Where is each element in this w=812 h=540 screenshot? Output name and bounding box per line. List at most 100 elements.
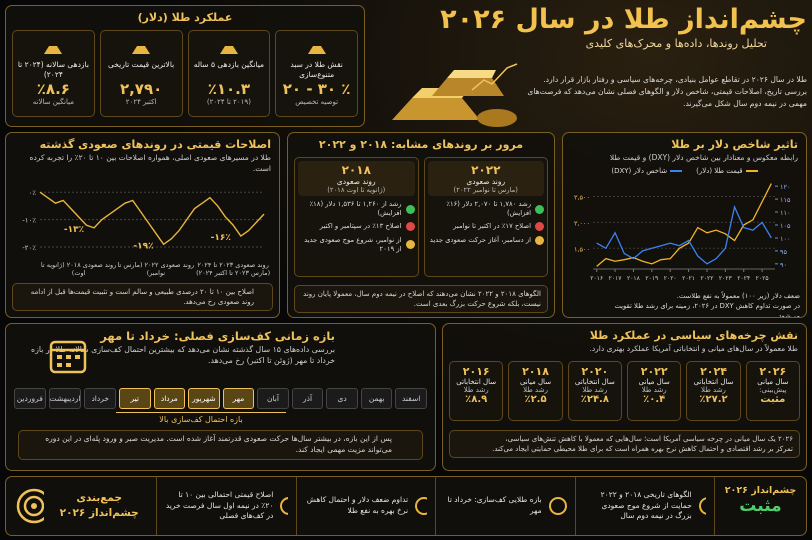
chart-note: اصلاح بین ۱۰ تا ۲۰ درصدی طبیعی و سالم اس… bbox=[12, 283, 273, 312]
cycle-type: سال میانی bbox=[757, 377, 789, 386]
header: چشم‌انداز طلا در سال ۲۰۲۶ تحلیل روندها، … bbox=[372, 4, 807, 128]
y2-tick-label: ۱۱۵ bbox=[780, 196, 791, 204]
line bbox=[39, 191, 265, 246]
cycle-label: پیش‌بینی: bbox=[759, 385, 787, 394]
x-tick-label: ۲۰۲۴ bbox=[737, 275, 750, 282]
cycle-type: سال انتخاباتی bbox=[456, 377, 497, 386]
stat-note: میانگین سالانه bbox=[32, 98, 74, 106]
main-title: چشم‌انداز طلا در سال ۲۰۲۶ bbox=[440, 4, 807, 35]
series-line bbox=[596, 204, 772, 265]
corrections-panel: اصلاحات قیمتی در روندهای صعودی گذشته طلا… bbox=[5, 132, 280, 318]
icon-shape bbox=[698, 497, 706, 515]
month: مهر bbox=[222, 388, 255, 409]
item-text: رشد ۱,۷۸۰ تا ۲,۰۷۰ دلار (۱۶٪ افزایش) bbox=[446, 200, 531, 218]
target-icon bbox=[16, 488, 45, 524]
item-icon bbox=[535, 235, 544, 245]
chart-area: ۱,۵۰۰ ۲,۰۰۰ ۲,۵۰۰ ۹۰ ۹۵ ۱۰۰ ۱۰۵ ۱۱۰ ۱۱۵ ۱۲۰ ۲۰۱۶ ۲۰… bbox=[563, 175, 806, 287]
trend-head: ۲۰۲۲ روند صعودی (مارس تا نوامبر ۲۰۲۲) bbox=[427, 161, 544, 196]
section-title: اصلاحات قیمتی در روندهای صعودی گذشته bbox=[39, 138, 271, 151]
trend-item: از دسامبر، آغاز حرکت صعودی جدید bbox=[428, 235, 544, 245]
cycle-label: رشد طلا bbox=[523, 385, 548, 394]
summary-item: تداوم ضعف دلار و احتمال کاهش نرخ بهره به… bbox=[295, 477, 436, 535]
stat-card: نقش طلا در سبد متنوع‌سازی ۲۰ - ۳۰ ٪ توصیه … bbox=[275, 30, 358, 117]
month: تیر bbox=[119, 388, 151, 409]
cycle-value: مثبت bbox=[760, 393, 786, 405]
icon-shape bbox=[219, 46, 238, 54]
line-chart: ۱,۵۰۰ ۲,۰۰۰ ۲,۵۰۰ ۹۰ ۹۵ ۱۰۰ ۱۰۵ ۱۱۰ ۱۱۵ ۱۲۰ ۲۰۱۶ ۲۰… bbox=[574, 182, 791, 282]
cycle-value: ٪۰.۴ bbox=[643, 393, 666, 405]
month: مرداد bbox=[153, 388, 186, 409]
item-text: از نوامبر، شروع موج صعودی جدید از ۲۰۱۹ bbox=[304, 235, 402, 253]
outlook-value: مثبت bbox=[739, 496, 782, 516]
cycle-year: ۲۰۱۶ bbox=[462, 364, 490, 378]
icon-shape bbox=[307, 46, 326, 54]
trend-head: ۲۰۱۸ روند صعودی (ژانویه تا اوت ۲۰۱۸) bbox=[298, 161, 415, 196]
cycle-year: ۲۰۲۶ bbox=[759, 364, 787, 378]
month-row: فروردین اردیبهشت خرداد تیر مرداد شهریور مهر آبا… bbox=[14, 388, 427, 409]
x-tick-label: ۲۰۱۹ bbox=[645, 275, 658, 282]
x-tick-label: روند صعودی ۲۰۱۸ (ژانویه تا اوت) bbox=[40, 261, 117, 278]
y2-tick-label: ۱۰۵ bbox=[780, 222, 791, 230]
stat-value: ٪۱۰.۳ bbox=[207, 80, 251, 98]
summary-text: الگوهای تاریخی ۲۰۱۸ و ۲۰۲۲ حمایت از شروع… bbox=[600, 489, 692, 521]
item-icon bbox=[535, 204, 544, 214]
legend-swatch bbox=[670, 169, 683, 172]
summary-text: تداوم ضعف دلار و احتمال کاهش نرخ بهره به… bbox=[306, 495, 409, 515]
trend-item: اصلاح ۱۷٪ در اکتبر تا نوامبر bbox=[428, 222, 544, 232]
trend-card: ۲۰۲۲ روند صعودی (مارس تا نوامبر ۲۰۲۲) رشد ۱… bbox=[423, 157, 548, 277]
x-tick-label: ۲۰۱۷ bbox=[609, 275, 623, 282]
legend-item: قیمت طلا (دلار) bbox=[696, 167, 758, 175]
cycle-type: سال میانی bbox=[638, 377, 670, 386]
y-tick-label: ۱,۵۰۰ bbox=[574, 245, 590, 253]
performance-panel: عملکرد طلا (دلار) نقش طلا در سبد متنوع‌س… bbox=[5, 5, 365, 127]
stat-value: ٪۸.۶ bbox=[36, 80, 70, 98]
icon-wrap bbox=[279, 34, 354, 60]
y2-tick-label: ۹۰ bbox=[780, 260, 787, 268]
section-title: تاثیر شاخص دلار بر طلا bbox=[671, 138, 798, 151]
series-line bbox=[596, 182, 772, 267]
icon bbox=[132, 46, 151, 54]
y2-tick-label: ۹۵ bbox=[780, 247, 787, 255]
stat-label: نقش طلا در سبد متنوع‌سازی bbox=[290, 60, 343, 79]
annotation: -۱۹٪ bbox=[133, 241, 153, 251]
y-tick-label: ۰٪ bbox=[28, 189, 36, 197]
trend-period: (مارس تا نوامبر ۲۰۲۲) bbox=[453, 186, 518, 194]
stat-value: ۲۰ - ۳۰ ٪ bbox=[282, 80, 351, 98]
stat-card: میانگین بازدهی ۵ ساله ٪۱۰.۳ (۲۰۱۹ تا ۲۰۲۴) bbox=[187, 30, 271, 117]
chart-notes: ضعف دلار (زیر ۱۰۰) معمولاً به نفع طلاست.… bbox=[593, 291, 800, 318]
line-chart: ۰٪ -۱۰٪ -۲۰٪ -۱۳٪ -۱۹٪ -۱۶٪ bbox=[22, 189, 265, 252]
cycle-card: ۲۰۲۴ سال انتخاباتی رشد طلا ٪۲۷.۲ bbox=[686, 360, 741, 421]
card-row: ۲۰۲۲ روند صعودی (مارس تا نوامبر ۲۰۲۲) رشد ۱… bbox=[288, 153, 554, 281]
legend-item: شاخص دلار (DXY) bbox=[611, 167, 683, 175]
summary-title-block: جمع‌بندی چشم‌انداز ۲۰۲۶ bbox=[6, 477, 156, 535]
item-text: اصلاح ۱۳٪ در سپتامبر و اکتبر bbox=[319, 222, 402, 231]
y2-tick-label: ۱۲۰ bbox=[780, 183, 790, 191]
x-tick-label: ۲۰۲۱ bbox=[682, 275, 695, 282]
dollar-panel: تاثیر شاخص دلار بر طلا رابطه معکوس و معن… bbox=[562, 132, 807, 318]
trend-item: اصلاح ۱۳٪ در سپتامبر و اکتبر bbox=[298, 222, 415, 232]
month: آذر bbox=[291, 388, 324, 409]
cycle-value: ٪۸.۹ bbox=[465, 393, 488, 405]
cycle-value: ٪۲.۵ bbox=[524, 393, 547, 405]
section-subtitle: رابطه معکوس و معنادار بین شاخص دلار (DXY… bbox=[609, 153, 798, 162]
summary-item: بازه طلایی کف‌سازی: خرداد تا مهر bbox=[435, 477, 575, 535]
item-icon bbox=[535, 222, 544, 232]
chart-note: در صورت تداوم کاهش DXY در ۲۰۲۶، زمینه بر… bbox=[614, 302, 800, 318]
icon bbox=[44, 46, 63, 54]
chart-area: ۰٪ -۱۰٪ -۲۰٪ -۱۳٪ -۱۹٪ -۱۶٪ روند صعودی ۲۰۱۸ (ژ… bbox=[6, 174, 279, 294]
x-tick-label: ۲۰۲۰ bbox=[664, 275, 677, 282]
item-icon bbox=[405, 204, 415, 214]
stat-label: بالاترین قیمت تاریخی bbox=[108, 60, 175, 69]
cycle-type: سال انتخاباتی bbox=[574, 377, 615, 386]
icon-shape bbox=[44, 46, 63, 54]
stat-label: بازدهی سالانه (۲۰۲۴ تا ۲۰۲۴) bbox=[17, 60, 89, 79]
gold-bars-illustration bbox=[392, 63, 518, 127]
month: آبان bbox=[257, 388, 289, 409]
cycle-year: ۲۰۲۲ bbox=[640, 364, 668, 378]
item-text: از دسامبر، آغاز حرکت صعودی جدید bbox=[429, 235, 531, 244]
icon-shape bbox=[280, 497, 288, 515]
icon-shape bbox=[548, 497, 567, 515]
stat-note: توصیه تخصیص bbox=[295, 98, 339, 106]
stat-note: اکتبر ۲۰۲۴ bbox=[125, 98, 157, 106]
